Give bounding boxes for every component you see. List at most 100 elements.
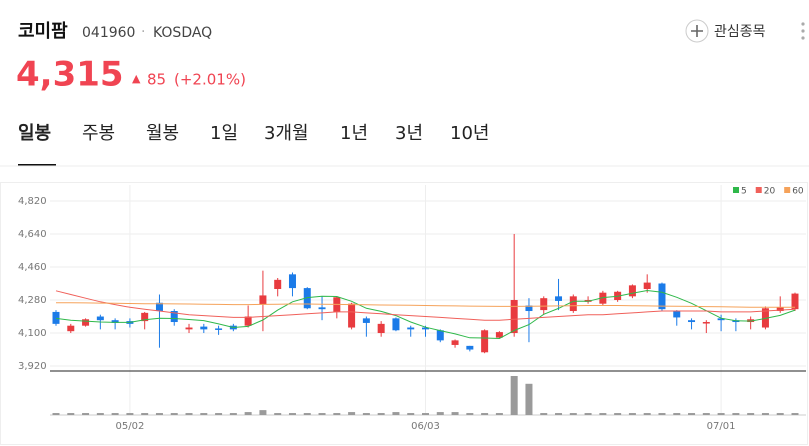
legend-swatch	[755, 187, 762, 193]
volume-bar	[362, 413, 370, 415]
volume-bar	[717, 413, 725, 415]
legend-label: 5	[741, 187, 747, 197]
volume-bar	[244, 412, 252, 415]
volume-bar	[702, 413, 710, 415]
volume-bar	[126, 413, 134, 415]
candle-body	[82, 319, 90, 326]
watch-button[interactable]: 관심종목	[685, 19, 766, 43]
candle-body	[288, 274, 296, 289]
moving-average-line	[56, 302, 795, 308]
volume-bar	[170, 413, 178, 415]
candle-body	[200, 326, 208, 330]
tab[interactable]: 일봉	[18, 123, 51, 144]
y-tick-label: 4,100	[18, 328, 47, 339]
candle-body	[155, 302, 163, 312]
candle-body	[185, 327, 193, 330]
candle-body	[422, 327, 429, 330]
candle-body	[717, 318, 725, 321]
volume-bar	[407, 413, 415, 415]
x-tick-label: 07/01	[707, 421, 736, 432]
volume-bar	[229, 413, 237, 415]
volume-bar	[776, 413, 784, 415]
dot[interactable]	[801, 22, 805, 26]
candle-body	[569, 296, 577, 312]
candle-body	[111, 320, 119, 323]
stock-code: 041960	[82, 25, 135, 41]
volume-bar	[510, 376, 518, 415]
chart-frame	[0, 182, 808, 445]
volume-bar	[555, 413, 563, 415]
volume-bar	[495, 413, 503, 415]
candle-body	[170, 311, 178, 323]
candle-body	[67, 325, 75, 332]
volume-bar	[200, 413, 208, 415]
candle-body	[259, 295, 267, 305]
candle-body	[540, 298, 548, 311]
watch-label[interactable]: 관심종목	[714, 24, 766, 40]
candle-body	[776, 307, 784, 312]
candle-body	[628, 285, 636, 297]
x-tick-label: 05/02	[115, 421, 144, 432]
volume-bar	[569, 413, 577, 415]
dot[interactable]	[801, 29, 805, 33]
volume-bar	[141, 413, 149, 415]
tab[interactable]: 월봉	[146, 123, 179, 144]
volume-bar	[303, 413, 311, 415]
tab[interactable]: 주봉	[82, 123, 115, 144]
candle-body	[362, 318, 370, 323]
legend-label: 20	[764, 187, 776, 197]
plus-sign	[691, 25, 703, 37]
candle-body	[673, 311, 681, 318]
volume-bar	[688, 413, 696, 415]
volume-bar	[274, 413, 282, 415]
y-tick-label: 4,820	[18, 196, 47, 207]
market: KOSDAQ	[153, 25, 212, 41]
candle-body	[392, 318, 400, 331]
change-arrow: ▲	[132, 72, 141, 85]
y-tick-label: 4,460	[18, 262, 47, 273]
volume-bar	[614, 413, 622, 415]
volume-bar	[481, 413, 489, 415]
y-tick-label: 4,640	[18, 229, 47, 240]
candle-body	[377, 323, 385, 334]
tab[interactable]: 3년	[395, 123, 423, 144]
candle-body	[96, 316, 104, 321]
volume-bar	[67, 413, 75, 415]
separator: ·	[141, 24, 145, 40]
volume-bar	[155, 413, 163, 415]
more-menu[interactable]	[801, 22, 805, 40]
volume-bar	[392, 412, 400, 415]
y-tick-label: 3,920	[18, 361, 47, 372]
candle-body	[244, 316, 252, 326]
candle-body	[436, 330, 444, 341]
change-pct: (+2.01%)	[174, 71, 246, 89]
tab[interactable]: 3개월	[264, 123, 309, 144]
tab[interactable]: 1년	[340, 123, 368, 144]
volume-bar	[584, 413, 592, 415]
volume-bar	[436, 412, 444, 415]
volume-bar	[333, 413, 341, 415]
tab[interactable]: 10년	[450, 123, 489, 144]
moving-average-line	[55, 290, 796, 321]
dot[interactable]	[801, 36, 805, 40]
volume-bar	[318, 413, 326, 415]
volume-bar	[288, 413, 296, 415]
legend-swatch	[733, 187, 739, 193]
volume-bar	[732, 413, 740, 415]
volume-bar	[628, 413, 636, 415]
candle-body	[348, 303, 356, 328]
volume-bar	[348, 412, 356, 415]
candle-body	[52, 311, 60, 324]
volume-bar	[643, 413, 651, 415]
tab[interactable]: 1일	[210, 123, 238, 144]
candle-body	[688, 320, 696, 323]
volume-bar	[185, 413, 193, 415]
candle-body	[318, 307, 326, 310]
candle-body	[791, 293, 799, 310]
candle-body	[215, 328, 223, 330]
candle-body	[141, 312, 149, 322]
candle-body	[643, 282, 651, 290]
candle-body	[495, 332, 503, 338]
